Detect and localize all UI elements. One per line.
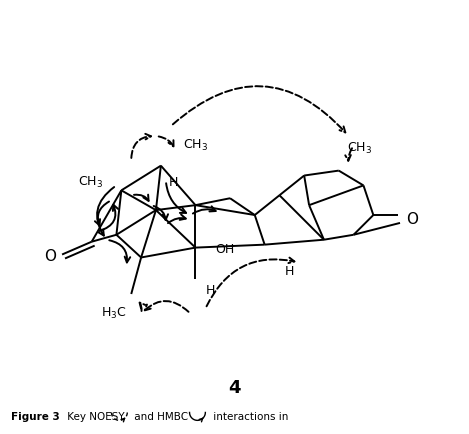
Text: Figure 3: Figure 3 (11, 412, 60, 422)
Text: CH$_3$: CH$_3$ (78, 175, 104, 190)
Text: H: H (169, 175, 178, 188)
Text: H: H (205, 284, 215, 297)
Text: 4: 4 (228, 379, 240, 397)
Text: Key NOESY: Key NOESY (64, 412, 128, 422)
Text: and HMBC: and HMBC (131, 412, 192, 422)
Text: O: O (44, 249, 56, 264)
Text: H: H (285, 265, 294, 278)
Text: OH: OH (215, 243, 234, 256)
Text: O: O (406, 213, 418, 227)
Text: CH$_3$: CH$_3$ (182, 138, 208, 154)
Text: H$_3$C: H$_3$C (101, 306, 126, 321)
Text: interactions in: interactions in (210, 412, 288, 422)
Text: CH$_3$: CH$_3$ (347, 141, 372, 156)
